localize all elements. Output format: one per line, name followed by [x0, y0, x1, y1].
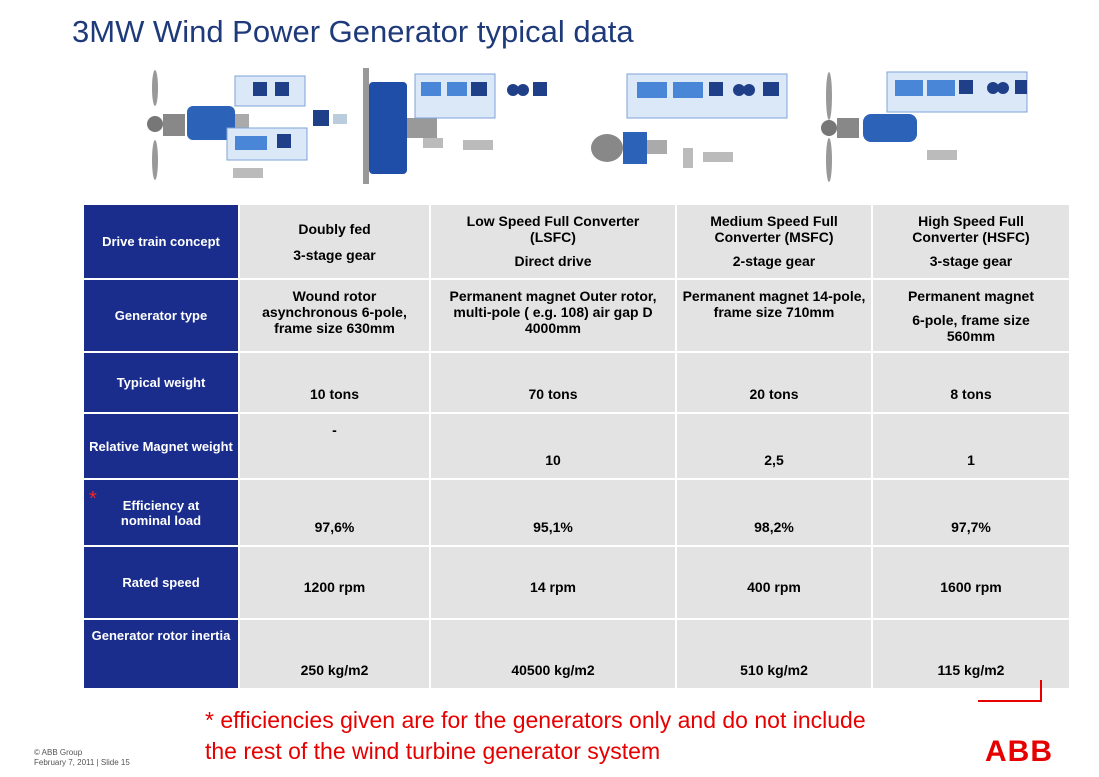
- row-header-relative-magnet-weight: Relative Magnet weight: [84, 414, 238, 478]
- row-header-efficiency: Efficiency at nominal load: [84, 480, 238, 545]
- table-cell: 98,2%: [677, 480, 871, 545]
- table-cell: Permanent magnet 6-pole, frame size 560m…: [873, 280, 1069, 351]
- table-cell: 97,6%: [240, 480, 429, 545]
- table-cell: 1200 rpm: [240, 547, 429, 618]
- table-cell: 510 kg/m2: [677, 620, 871, 688]
- table-cell: 1600 rpm: [873, 547, 1069, 618]
- table-cell: 10 tons: [240, 353, 429, 412]
- table-cell: 2,5: [677, 414, 871, 478]
- slide-title: 3MW Wind Power Generator typical data: [72, 14, 634, 49]
- table-cell: 20 tons: [677, 353, 871, 412]
- efficiency-asterisk: *: [89, 488, 97, 510]
- table-row: Efficiency at nominal load 97,6% 95,1% 9…: [84, 480, 1069, 545]
- column-header-msfc: Medium Speed Full Converter (MSFC) 2-sta…: [677, 205, 871, 278]
- table-cell: 40500 kg/m2: [431, 620, 675, 688]
- row-header-generator-type: Generator type: [84, 280, 238, 351]
- table-cell: 250 kg/m2: [240, 620, 429, 688]
- table-row: Relative Magnet weight - 10 2,5 1: [84, 414, 1069, 478]
- column-header-lsfc: Low Speed Full Converter (LSFC) Direct d…: [431, 205, 675, 278]
- high-speed-full-converter-diagram: [821, 71, 1028, 182]
- abb-logo: ABB: [985, 735, 1053, 768]
- table-cell: Permanent magnet Outer rotor, multi-pole…: [431, 280, 675, 351]
- table-cell: 400 rpm: [677, 547, 871, 618]
- table-row: Generator type Wound rotor asynchronous …: [84, 280, 1069, 351]
- table-row: Drive train concept Doubly fed 3-stage g…: [84, 205, 1069, 278]
- table-cell: 115 kg/m2: [873, 620, 1069, 688]
- low-speed-full-converter-diagram: [363, 68, 547, 184]
- table-cell: 8 tons: [873, 353, 1069, 412]
- table-cell: 95,1%: [431, 480, 675, 545]
- column-header-doubly-fed: Doubly fed 3-stage gear: [240, 205, 429, 278]
- doubly-fed-drivetrain-diagram: [147, 70, 347, 180]
- drivetrain-comparison-table: Drive train concept Doubly fed 3-stage g…: [82, 203, 1071, 690]
- table-cell: 97,7%: [873, 480, 1069, 545]
- table-cell: 70 tons: [431, 353, 675, 412]
- copyright-notice: © ABB Group February 7, 2011 | Slide 15: [34, 748, 130, 767]
- table-row: Rated speed 1200 rpm 14 rpm 400 rpm 1600…: [84, 547, 1069, 618]
- table-cell: Wound rotor asynchronous 6-pole, frame s…: [240, 280, 429, 351]
- decorative-corner-mark: [978, 680, 1042, 702]
- table-row: Generator rotor inertia 250 kg/m2 40500 …: [84, 620, 1069, 688]
- column-header-hsfc: High Speed Full Converter (HSFC) 3-stage…: [873, 205, 1069, 278]
- table-row: Typical weight 10 tons 70 tons 20 tons 8…: [84, 353, 1069, 412]
- table-cell: Permanent magnet 14-pole, frame size 710…: [677, 280, 871, 351]
- row-header-typical-weight: Typical weight: [84, 353, 238, 412]
- table-cell: 1: [873, 414, 1069, 478]
- medium-speed-full-converter-diagram: [591, 73, 788, 168]
- table-cell: -: [240, 414, 429, 478]
- row-header-rotor-inertia: Generator rotor inertia: [84, 620, 238, 688]
- table-cell: 14 rpm: [431, 547, 675, 618]
- table-cell: 10: [431, 414, 675, 478]
- row-header-drive-train: Drive train concept: [84, 205, 238, 278]
- efficiency-footnote: * efficiencies given are for the generat…: [205, 707, 866, 764]
- row-header-rated-speed: Rated speed: [84, 547, 238, 618]
